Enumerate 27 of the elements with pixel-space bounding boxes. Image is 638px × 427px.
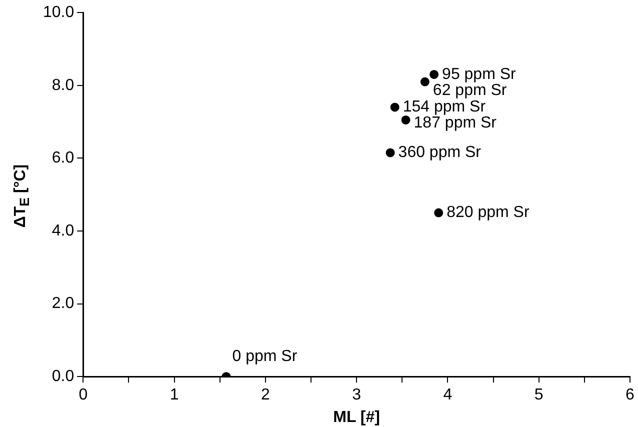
annotation: 95 ppm Sr <box>442 66 517 83</box>
x-tick-label: 2 <box>260 386 270 404</box>
y-tick-label: 8.0 <box>52 76 74 94</box>
y-tick-label: 4.0 <box>52 222 74 240</box>
y-tick-label: 10.0 <box>43 4 74 22</box>
point <box>420 77 430 86</box>
y-tick-label: 2.0 <box>52 295 74 312</box>
point <box>434 208 444 218</box>
y-tick-label: 6.0 <box>52 150 74 167</box>
x-tick-label: 6 <box>626 386 635 404</box>
annotation: 62 ppm Sr <box>432 82 508 99</box>
x-tick-label: 0 <box>78 386 88 404</box>
x-tick-label: 1 <box>170 386 179 404</box>
annotation: 154 ppm Sr <box>402 98 486 116</box>
point <box>386 148 395 158</box>
x-axis-title: ML [#] <box>333 408 380 426</box>
annotation: 360 ppm Sr <box>398 144 482 162</box>
y-tick-label: 0.0 <box>52 368 74 386</box>
x-tick-label: 4 <box>443 386 452 404</box>
point <box>390 102 400 112</box>
annotation: 0 ppm Sr <box>232 348 298 366</box>
annotation: 187 ppm Sr <box>414 114 498 132</box>
point <box>401 115 410 124</box>
point <box>430 70 439 79</box>
x-tick-label: 3 <box>352 386 362 404</box>
annotation: 820 ppm Sr <box>446 204 530 222</box>
x-tick-label: 5 <box>534 386 544 404</box>
